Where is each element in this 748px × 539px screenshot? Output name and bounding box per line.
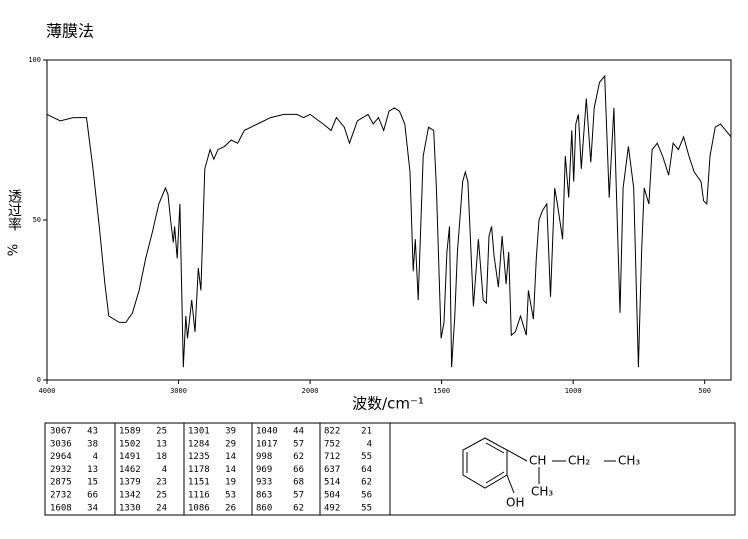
chart-title: 薄膜法	[46, 22, 94, 41]
x-axis-label: 波数/cm⁻¹	[352, 395, 424, 413]
atom-label: CH₃	[618, 454, 640, 468]
peak-wavenumber: 1086	[188, 503, 210, 513]
peak-intensity: 57	[293, 439, 304, 449]
peak-intensity: 39	[225, 427, 236, 437]
peak-wavenumber: 2732	[50, 491, 72, 501]
peak-intensity: 4	[367, 439, 372, 449]
peak-intensity: 34	[87, 503, 98, 513]
peak-intensity: 55	[361, 452, 372, 462]
x-tick-label: 4000	[39, 387, 56, 395]
peak-intensity: 13	[87, 465, 98, 475]
table-dividers	[114, 423, 391, 515]
peak-intensity: 14	[225, 452, 236, 462]
peak-wavenumber: 1491	[119, 452, 141, 462]
x-tick-label: 1500	[433, 387, 450, 395]
peak-intensity: 24	[156, 503, 167, 513]
y-axis-unit: %	[7, 244, 22, 256]
peak-wavenumber: 1608	[50, 503, 72, 513]
peak-wavenumber: 3067	[50, 427, 72, 437]
peak-wavenumber: 1040	[256, 427, 278, 437]
peak-intensity: 66	[87, 491, 98, 501]
peak-intensity: 25	[156, 427, 167, 437]
peak-wavenumber: 822	[324, 427, 340, 437]
atom-label: CH	[529, 454, 546, 468]
atom-label: CH₃	[531, 485, 553, 499]
peak-wavenumber: 1151	[188, 478, 210, 488]
peak-intensity: 57	[293, 491, 304, 501]
peak-wavenumber: 514	[324, 478, 340, 488]
peak-intensity: 53	[225, 491, 236, 501]
peak-wavenumber: 2964	[50, 452, 72, 462]
y-tick-label: 0	[37, 376, 41, 384]
atom-label: CH₂	[568, 454, 590, 468]
peak-intensity: 68	[293, 478, 304, 488]
peak-intensity: 26	[225, 503, 236, 513]
peak-intensity: 43	[87, 427, 98, 437]
peak-intensity: 14	[225, 465, 236, 475]
x-tick-label: 500	[698, 387, 711, 395]
peak-intensity: 62	[293, 503, 304, 513]
peak-wavenumber: 1342	[119, 491, 141, 501]
peak-wavenumber: 863	[256, 491, 272, 501]
y-axis-label: 透过率	[6, 189, 22, 231]
peak-wavenumber: 637	[324, 465, 340, 475]
spectrum-line	[46, 74, 732, 368]
peak-intensity: 62	[293, 452, 304, 462]
bond	[506, 474, 515, 494]
peak-intensity: 55	[361, 503, 372, 513]
peak-intensity: 21	[361, 427, 372, 437]
ring	[462, 437, 508, 489]
peak-wavenumber: 712	[324, 452, 340, 462]
peak-wavenumber: 1235	[188, 452, 210, 462]
peak-wavenumber: 1589	[119, 427, 141, 437]
peak-intensity: 62	[361, 478, 372, 488]
peak-wavenumber: 1301	[188, 427, 210, 437]
bond	[506, 449, 528, 462]
peak-wavenumber: 492	[324, 503, 340, 513]
double-bond	[485, 471, 505, 484]
peak-wavenumber: 2875	[50, 478, 72, 488]
peak-wavenumber: 969	[256, 465, 272, 475]
benzene-ring	[462, 437, 616, 494]
peak-intensity: 19	[225, 478, 236, 488]
y-tick-label: 100	[28, 56, 41, 64]
double-bond	[485, 442, 505, 454]
structure-labels: CH CH₂ CH₃ OH CH₃	[506, 454, 640, 510]
peak-wavenumber: 998	[256, 452, 272, 462]
peak-wavenumber: 3036	[50, 439, 72, 449]
peak-intensity: 18	[156, 452, 167, 462]
peak-wavenumber: 1116	[188, 491, 210, 501]
plot-frame	[46, 59, 732, 381]
peak-wavenumber: 1379	[119, 478, 141, 488]
peak-intensity: 56	[361, 491, 372, 501]
peak-intensity: 38	[87, 439, 98, 449]
peak-wavenumber: 860	[256, 503, 272, 513]
peak-intensity: 4	[93, 452, 98, 462]
peak-wavenumber: 1330	[119, 503, 141, 513]
x-tick-label: 3000	[170, 387, 187, 395]
peak-intensity: 29	[225, 439, 236, 449]
peak-intensity: 13	[156, 439, 167, 449]
peak-wavenumber: 933	[256, 478, 272, 488]
peak-intensity: 64	[361, 465, 372, 475]
peak-wavenumber: 1178	[188, 465, 210, 475]
peak-wavenumber: 504	[324, 491, 340, 501]
x-tick-label: 1000	[565, 387, 582, 395]
peak-intensity: 66	[293, 465, 304, 475]
peak-intensity: 4	[162, 465, 167, 475]
peak-wavenumber: 1502	[119, 439, 141, 449]
peak-intensity: 15	[87, 478, 98, 488]
y-tick-label: 50	[33, 216, 41, 224]
peak-wavenumber: 752	[324, 439, 340, 449]
x-tick-label: 2000	[302, 387, 319, 395]
peak-intensity: 44	[293, 427, 304, 437]
peak-intensity: 23	[156, 478, 167, 488]
peak-wavenumber: 1462	[119, 465, 141, 475]
peak-intensity: 25	[156, 491, 167, 501]
atom-label: OH	[506, 496, 524, 510]
peak-wavenumber: 1017	[256, 439, 278, 449]
peak-wavenumber: 2932	[50, 465, 72, 475]
peak-wavenumber: 1284	[188, 439, 210, 449]
